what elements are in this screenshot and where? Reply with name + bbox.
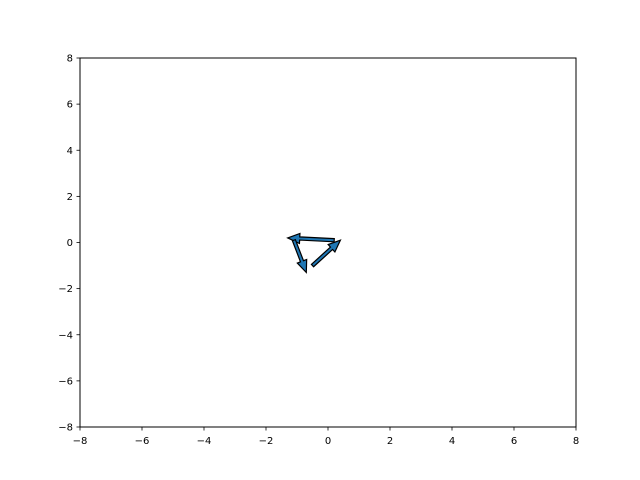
- y-tick-label: 8: [67, 54, 73, 65]
- x-tick-label: 0: [325, 436, 331, 447]
- x-tick-label: 4: [449, 436, 455, 447]
- y-tick-label: 0: [67, 238, 73, 249]
- x-tick-label: −6: [135, 436, 150, 447]
- x-tick-label: −8: [73, 436, 88, 447]
- y-tick-label: 2: [67, 192, 73, 203]
- y-tick-label: 6: [67, 100, 73, 111]
- x-tick-label: 6: [511, 436, 517, 447]
- x-tick-label: −2: [259, 436, 274, 447]
- y-tick-label: 4: [67, 146, 73, 157]
- x-tick-label: 8: [573, 436, 579, 447]
- arrows-layer: [286, 232, 342, 274]
- x-axis: −8 −6 −4 −2 0 2 4 6 8: [73, 427, 579, 447]
- y-tick-label: −2: [58, 284, 73, 295]
- x-tick-label: −4: [197, 436, 212, 447]
- y-tick-label: −4: [58, 330, 73, 341]
- y-tick-label: −8: [58, 423, 73, 434]
- x-tick-label: 2: [387, 436, 393, 447]
- quiver-arrow: [291, 238, 308, 274]
- y-tick-label: −6: [58, 376, 73, 387]
- y-axis: −8 −6 −4 −2 0 2 4 6 8: [58, 54, 80, 434]
